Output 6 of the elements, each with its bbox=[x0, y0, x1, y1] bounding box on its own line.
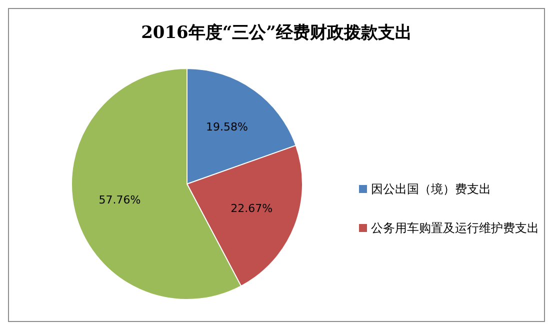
data-label: 22.67% bbox=[230, 202, 273, 216]
data-label: 57.76% bbox=[98, 194, 141, 207]
data-label: 19.58% bbox=[206, 120, 248, 134]
legend-label: 公务用车购置及运行维护费支出 bbox=[371, 220, 539, 237]
legend-label: 因公出国（境）费支出 bbox=[371, 181, 491, 198]
chart-title: 2016年度“三公”经费财政拨款支出 bbox=[140, 22, 413, 44]
